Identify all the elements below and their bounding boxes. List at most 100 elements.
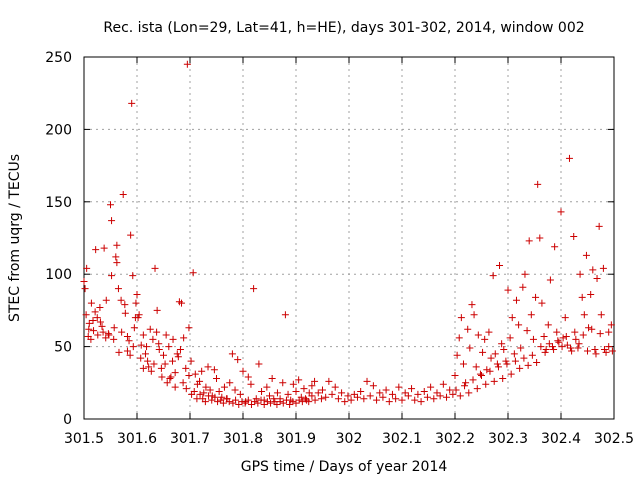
data-point (508, 314, 516, 322)
data-point (104, 330, 112, 338)
data-point (166, 374, 174, 382)
data-point (607, 321, 615, 329)
data-point (545, 340, 553, 348)
data-point (281, 311, 289, 319)
x-tick-label: 302.1 (382, 431, 422, 447)
data-point (153, 328, 161, 336)
data-point (499, 374, 507, 382)
data-point (524, 361, 532, 369)
data-point (236, 390, 244, 398)
data-point (200, 389, 208, 397)
data-point (126, 351, 134, 359)
data-point (125, 337, 133, 345)
data-point (179, 379, 187, 387)
x-tick-label: 301.8 (223, 431, 263, 447)
data-point (353, 393, 361, 401)
data-point (373, 396, 381, 404)
data-point (279, 399, 287, 407)
data-point (319, 386, 326, 394)
data-point (579, 331, 587, 339)
data-point (276, 398, 284, 406)
data-point (593, 275, 601, 283)
data-point (176, 345, 184, 353)
data-point (91, 308, 99, 316)
data-point (470, 311, 478, 319)
data-point (557, 208, 565, 216)
data-point (273, 389, 281, 397)
data-point (587, 290, 595, 298)
data-point (167, 373, 175, 381)
data-point (98, 322, 106, 330)
data-point (162, 331, 170, 339)
data-point (201, 398, 209, 406)
data-point (118, 328, 126, 336)
data-point (605, 328, 613, 336)
data-point (144, 357, 152, 365)
data-point (135, 311, 143, 319)
data-point (423, 393, 431, 401)
data-point (132, 299, 140, 307)
data-point (446, 386, 454, 394)
data-point (257, 396, 265, 404)
data-point (472, 363, 480, 371)
data-point (461, 382, 469, 390)
data-point (379, 393, 387, 401)
data-point (555, 338, 563, 346)
data-point (520, 354, 528, 362)
data-point (123, 347, 131, 355)
data-point (113, 241, 121, 249)
data-point (363, 377, 371, 385)
data-point (464, 325, 472, 333)
data-point (163, 379, 171, 387)
data-point (549, 343, 557, 351)
data-point (485, 328, 493, 336)
data-point (311, 377, 319, 385)
data-point (231, 386, 239, 394)
data-point (589, 266, 597, 274)
ticks: 301.5 301.6 301.7 301.8 301.9 302 302.1 302.2 30… (45, 50, 634, 447)
data-point (85, 319, 93, 327)
data-point (600, 345, 608, 353)
data-point (433, 389, 441, 397)
data-point (128, 99, 136, 107)
data-point (496, 262, 504, 270)
data-point (478, 372, 485, 380)
data-point (279, 379, 287, 387)
data-point (473, 385, 481, 393)
data-point (102, 334, 110, 342)
y-tick-label: 200 (45, 122, 72, 138)
data-point (155, 340, 163, 348)
data-point (115, 348, 123, 356)
data-point (568, 347, 576, 355)
data-point (576, 270, 584, 278)
data-point (457, 314, 465, 322)
data-point (149, 335, 157, 343)
data-point (550, 345, 558, 353)
data-point (169, 357, 177, 365)
data-point (273, 401, 281, 409)
data-point (599, 264, 607, 272)
data-point (529, 335, 537, 343)
data-point (502, 357, 510, 365)
data-point (411, 396, 419, 404)
data-point (108, 217, 116, 225)
data-point (268, 374, 276, 382)
data-point (252, 395, 260, 403)
data-point (482, 380, 490, 388)
data-point (87, 335, 95, 343)
data-point (178, 299, 186, 307)
data-point (238, 398, 246, 406)
data-point (263, 398, 271, 406)
data-point (498, 340, 506, 348)
data-point (165, 343, 173, 351)
data-point (208, 396, 216, 404)
x-tick-label: 302 (336, 431, 363, 447)
data-point (107, 201, 114, 209)
data-point (542, 345, 550, 353)
data-point (112, 253, 120, 261)
data-point (189, 269, 197, 277)
data-point (251, 398, 259, 406)
data-point (519, 283, 527, 291)
data-point (247, 401, 255, 409)
data-point (567, 344, 575, 352)
